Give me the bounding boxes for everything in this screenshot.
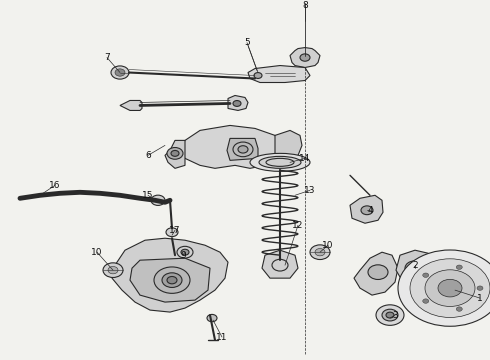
- Circle shape: [477, 286, 483, 290]
- Text: 11: 11: [216, 333, 228, 342]
- Text: 8: 8: [302, 1, 308, 10]
- Text: 12: 12: [293, 221, 304, 230]
- Text: 9: 9: [180, 251, 186, 260]
- Circle shape: [167, 276, 177, 284]
- Text: 10: 10: [322, 241, 334, 250]
- Ellipse shape: [259, 156, 301, 168]
- Polygon shape: [396, 250, 433, 285]
- Text: 4: 4: [367, 206, 373, 215]
- Circle shape: [423, 273, 429, 278]
- Circle shape: [181, 249, 189, 255]
- Text: 17: 17: [169, 226, 181, 235]
- Text: 2: 2: [412, 261, 418, 270]
- Polygon shape: [290, 48, 320, 68]
- Circle shape: [166, 228, 178, 237]
- Circle shape: [207, 314, 217, 322]
- Polygon shape: [275, 130, 302, 158]
- Polygon shape: [354, 252, 398, 295]
- Text: 5: 5: [244, 38, 250, 47]
- Text: 14: 14: [299, 154, 311, 163]
- Circle shape: [167, 148, 183, 159]
- Polygon shape: [112, 238, 228, 312]
- Circle shape: [456, 265, 462, 269]
- Text: 16: 16: [49, 181, 61, 190]
- Circle shape: [238, 146, 248, 153]
- Polygon shape: [180, 125, 280, 168]
- Circle shape: [398, 250, 490, 326]
- Circle shape: [300, 54, 310, 61]
- Circle shape: [423, 299, 429, 303]
- Polygon shape: [227, 138, 258, 160]
- Circle shape: [111, 66, 129, 79]
- Polygon shape: [248, 66, 310, 82]
- Text: 10: 10: [91, 248, 103, 257]
- Text: 7: 7: [104, 53, 110, 62]
- Circle shape: [386, 312, 394, 318]
- Circle shape: [368, 265, 388, 279]
- Circle shape: [315, 248, 325, 256]
- Circle shape: [425, 270, 475, 306]
- Circle shape: [177, 246, 193, 258]
- Text: 13: 13: [304, 186, 316, 195]
- Circle shape: [151, 195, 165, 206]
- Circle shape: [233, 100, 241, 107]
- Circle shape: [405, 261, 425, 275]
- Circle shape: [108, 266, 118, 274]
- Circle shape: [115, 69, 125, 76]
- Polygon shape: [120, 100, 142, 111]
- Polygon shape: [130, 258, 210, 302]
- Circle shape: [361, 206, 373, 215]
- Circle shape: [376, 305, 404, 325]
- Circle shape: [382, 309, 398, 321]
- Polygon shape: [262, 250, 298, 278]
- Circle shape: [438, 279, 462, 297]
- Text: 15: 15: [142, 191, 154, 200]
- Polygon shape: [165, 140, 185, 168]
- Ellipse shape: [250, 153, 310, 171]
- Circle shape: [410, 259, 490, 318]
- Circle shape: [103, 263, 123, 278]
- Text: 6: 6: [145, 151, 151, 160]
- Circle shape: [410, 265, 420, 272]
- Text: 1: 1: [477, 294, 483, 303]
- Circle shape: [171, 150, 179, 156]
- Polygon shape: [228, 95, 248, 111]
- Polygon shape: [350, 195, 383, 223]
- Circle shape: [162, 273, 182, 288]
- Circle shape: [456, 307, 462, 311]
- Circle shape: [154, 267, 190, 293]
- Text: 3: 3: [392, 311, 398, 320]
- Circle shape: [310, 245, 330, 260]
- Circle shape: [254, 73, 262, 78]
